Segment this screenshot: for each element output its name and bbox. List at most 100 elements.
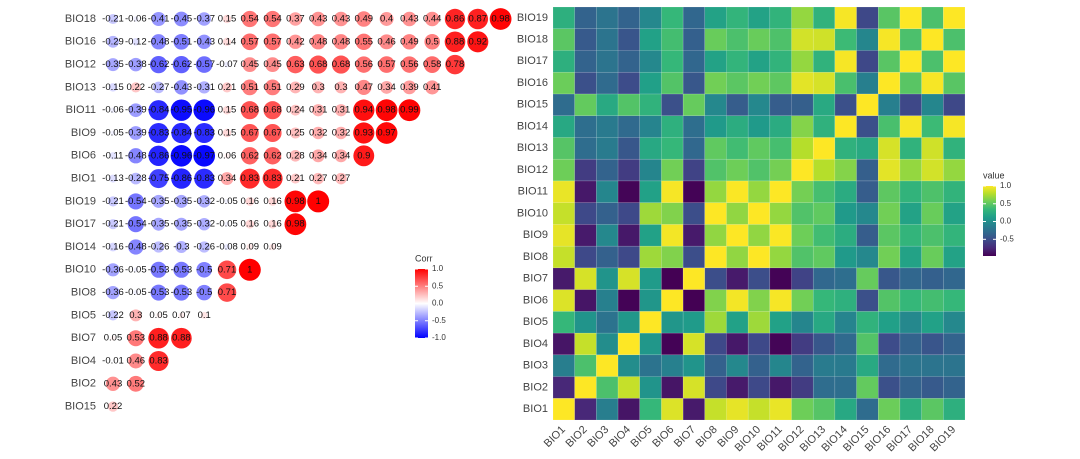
heat-cell [943, 93, 966, 116]
corr-label: -0.38 [125, 59, 147, 70]
corr-circle [334, 104, 348, 117]
heat-cell [617, 245, 640, 269]
corr-circle [148, 327, 169, 349]
heat-cell [574, 332, 597, 356]
heat-cell [617, 267, 640, 290]
heat-cell [899, 71, 922, 95]
corr-circle [263, 123, 282, 143]
heat-cell [661, 180, 684, 203]
corr-label: 0.49 [355, 14, 374, 25]
corr-circle [379, 34, 395, 50]
corr-label: 0.68 [263, 105, 282, 116]
corr-circle [355, 33, 372, 50]
corr-label: -0.05 [216, 219, 238, 230]
corr-circle [108, 242, 118, 252]
heat-cell [574, 115, 597, 138]
heat-cell [682, 202, 706, 225]
corr-circle [152, 81, 165, 94]
corr-circle [265, 57, 280, 72]
heat-cell [617, 398, 640, 421]
heat-cell [596, 311, 619, 334]
legend-colorbar [983, 186, 996, 256]
y-tick-label: BIO14 [517, 120, 548, 132]
heat-cell [878, 115, 901, 138]
heat-cell [769, 93, 792, 116]
corr-circle [171, 327, 192, 349]
corr-label: 0.32 [309, 128, 328, 139]
heat-cell [856, 115, 879, 138]
heat-cell [812, 202, 836, 225]
corr-circle [290, 104, 301, 116]
heat-cell [899, 50, 922, 73]
corr-label: 0.3 [312, 82, 325, 93]
corr-circle [289, 81, 302, 94]
heat-cell [856, 93, 879, 116]
heat-cell [856, 289, 879, 312]
corr-circle [269, 243, 276, 251]
heat-cell [574, 180, 597, 203]
heat-cell [747, 245, 771, 269]
corr-label: 0.05 [149, 310, 168, 321]
corr-label: 0.27 [332, 173, 351, 184]
corr-circle [238, 258, 261, 281]
corr-circle [148, 145, 169, 167]
x-tick-label: BIO1 [542, 424, 568, 450]
corr-circle [127, 216, 144, 233]
heat-cell [639, 245, 662, 269]
heat-cell [921, 245, 944, 269]
corr-circle [174, 80, 189, 95]
heat-cell [747, 398, 771, 421]
heat-cell [726, 376, 749, 399]
heat-cell [834, 267, 857, 290]
corr-circle [110, 107, 116, 113]
corr-label: 0.98 [286, 219, 305, 230]
corr-circle [133, 16, 139, 22]
corr-circle [150, 34, 167, 50]
heat-cell [943, 180, 966, 203]
heat-cell [596, 267, 619, 290]
corr-label: 0.46 [377, 36, 396, 47]
y-tick-label: BIO13 [517, 142, 548, 154]
corr-label: 0.43 [104, 378, 123, 389]
corr-label: 0.45 [241, 59, 260, 70]
heat-cell [617, 93, 640, 116]
corr-label: 0.31 [309, 105, 328, 116]
corr-circle [194, 168, 215, 189]
corr-circle [107, 196, 119, 207]
heat-cell [596, 50, 619, 73]
heat-cell [943, 376, 966, 399]
heat-cell [639, 289, 662, 312]
heat-cell [552, 376, 575, 399]
corr-label: -0.86 [148, 150, 170, 161]
corr-label: 0.68 [332, 59, 351, 70]
corr-circle [401, 34, 418, 50]
corr-circle [197, 217, 211, 231]
corr-label: -0.48 [148, 36, 170, 47]
heat-cell [552, 28, 575, 51]
corr-label: -0.5 [196, 264, 212, 275]
row-label: BIO11 [66, 104, 96, 116]
heat-cell [856, 50, 879, 73]
heat-cell [812, 158, 836, 182]
heat-cell [791, 289, 814, 312]
corr-circle [173, 33, 190, 50]
corr-circle [170, 99, 193, 121]
corr-label: -0.06 [125, 14, 147, 25]
corr-label: 0.47 [355, 82, 374, 93]
corr-circle [223, 243, 231, 251]
heat-cell [791, 245, 814, 269]
row-label: BIO18 [65, 13, 96, 25]
corr-circle [171, 168, 192, 189]
legend-tick-label: 0.5 [432, 281, 444, 290]
corr-circle [444, 31, 466, 53]
corr-label: -0.28 [125, 173, 147, 184]
corr-circle [148, 100, 169, 121]
corr-circle [264, 10, 281, 28]
heat-cell [574, 354, 597, 377]
corr-label: 0.88 [149, 333, 168, 344]
heat-cell [639, 311, 662, 334]
corr-circle [108, 83, 118, 92]
corr-circle [425, 80, 440, 95]
heat-cell [943, 50, 966, 73]
legend-tick-label: -0.5 [432, 316, 446, 325]
